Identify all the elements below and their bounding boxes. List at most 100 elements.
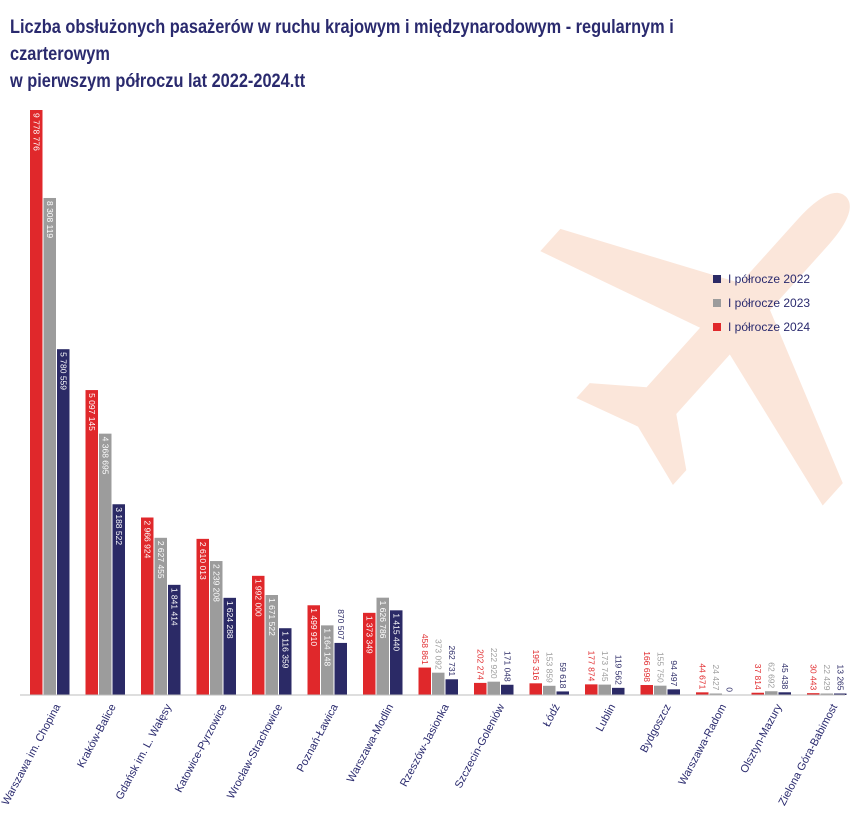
bar: [487, 681, 500, 695]
bar: [85, 390, 98, 695]
data-label: 2 627 455: [156, 541, 166, 579]
bar: [210, 561, 223, 695]
bar: [43, 197, 56, 696]
bar: [334, 642, 347, 695]
data-label: 62 692: [766, 662, 776, 688]
x-tick-label: Olsztyn-Mazury: [738, 702, 785, 776]
legend-swatch: [713, 299, 721, 307]
data-label: 1 992 000: [253, 579, 263, 617]
legend-swatch: [713, 323, 721, 331]
data-label: 173 745: [600, 651, 610, 682]
bar: [141, 517, 154, 695]
x-tick-label: Zielona Góra-Babimost: [777, 702, 841, 808]
data-label: 0: [724, 687, 734, 692]
airplane-icon: [540, 192, 850, 506]
legend-label: I półrocze 2024: [728, 320, 810, 334]
data-label: 3 188 522: [114, 507, 124, 545]
x-tick-label: Lublin: [594, 702, 618, 734]
data-label: 166 698: [642, 651, 652, 682]
data-label: 171 048: [502, 651, 512, 682]
x-tick-label: Warszawa-Modlin: [345, 702, 396, 784]
data-label: 1 164 148: [322, 628, 332, 666]
x-tick-label: Warszawa im. Chopina: [0, 701, 64, 807]
data-label: 24 427: [711, 665, 721, 691]
bar: [376, 597, 389, 695]
data-label: 177 874: [586, 651, 596, 682]
bar: [612, 687, 625, 695]
data-label: 202 274: [475, 649, 485, 680]
bar: [321, 625, 334, 695]
data-label: 153 859: [544, 652, 554, 683]
bar: [585, 684, 598, 695]
data-label: 1 415 440: [391, 613, 401, 651]
legend: I półrocze 2022 I półrocze 2023 I półrocze…: [713, 272, 810, 334]
bar: [556, 691, 569, 695]
legend-label: I półrocze 2023: [728, 296, 810, 310]
x-axis-tick-labels: Warszawa im. Chopina Kraków-BaliceGdańsk …: [0, 701, 840, 807]
bar: [30, 110, 43, 695]
bar: [445, 679, 458, 695]
data-label: 1 841 414: [169, 588, 179, 626]
x-tick-label: Wrocław-Strachowice: [225, 702, 285, 801]
bar: [307, 605, 320, 695]
bar: [751, 692, 764, 695]
data-label: 30 443: [808, 664, 818, 690]
x-tick-label: Poznań-Ławica: [295, 701, 341, 774]
chart-title-line-1: Liczba obsłużonych pasażerów w ruchu kra…: [10, 17, 674, 65]
x-tick-label: Kraków-Balice: [75, 702, 119, 770]
bar: [390, 610, 403, 695]
bar: [265, 595, 278, 695]
bar: [363, 612, 376, 695]
data-label: 5 780 559: [58, 352, 68, 390]
x-tick-label: Rzeszów-Jasionka: [398, 701, 452, 788]
x-tick-label: Katowice-Pyrzowice: [173, 702, 230, 795]
data-label: 5 097 145: [87, 393, 97, 431]
bar: [99, 433, 112, 695]
data-label: 45 438: [780, 663, 790, 689]
bar: [640, 685, 653, 695]
chart-title-line-2: w pierwszym półroczu lat 2022-2024.tt: [10, 71, 306, 92]
bar: [279, 628, 292, 695]
x-tick-label: Gdańsk im. L. Wałęsy: [114, 702, 175, 802]
data-label: 37 814: [753, 664, 763, 690]
data-label: 458 861: [420, 634, 430, 665]
bar: [252, 575, 265, 695]
data-label: 262 731: [447, 646, 457, 677]
data-label: 2 966 924: [142, 521, 152, 559]
data-label: 8 308 119: [45, 201, 55, 238]
x-tick-label: Bydgoszcz: [638, 702, 674, 755]
data-label: 195 316: [531, 650, 541, 681]
legend-swatch: [713, 275, 721, 283]
x-tick-label: Łódź: [541, 702, 563, 729]
data-label: 1 671 522: [267, 598, 277, 636]
bar: [432, 672, 445, 695]
data-label: 1 373 349: [364, 616, 374, 654]
data-label: 4 368 695: [100, 437, 110, 475]
data-label: 1 499 910: [309, 608, 319, 646]
data-label: 22 429: [822, 665, 832, 691]
bar: [154, 537, 167, 695]
data-label: 13 265: [835, 665, 845, 691]
bar: [474, 682, 487, 695]
bar: [418, 667, 431, 695]
data-label: 94 497: [669, 660, 679, 686]
data-label: 155 750: [655, 652, 665, 683]
bar: [820, 693, 833, 695]
bar: [696, 692, 709, 695]
data-label: 1 116 359: [280, 631, 290, 668]
data-label: 222 920: [489, 648, 499, 679]
bar: [168, 584, 181, 695]
bar: [529, 683, 542, 695]
data-label: 1 624 288: [225, 601, 235, 639]
bar: [765, 691, 778, 695]
bar: [667, 689, 680, 695]
bar-groups: [30, 110, 847, 696]
data-label: 9 778 776: [31, 113, 41, 151]
x-tick-label: Szczecin-Goleniów: [453, 702, 508, 790]
data-label: 1 626 786: [378, 601, 388, 639]
bar: [807, 693, 820, 695]
bar: [543, 685, 556, 695]
bar: [778, 692, 791, 695]
